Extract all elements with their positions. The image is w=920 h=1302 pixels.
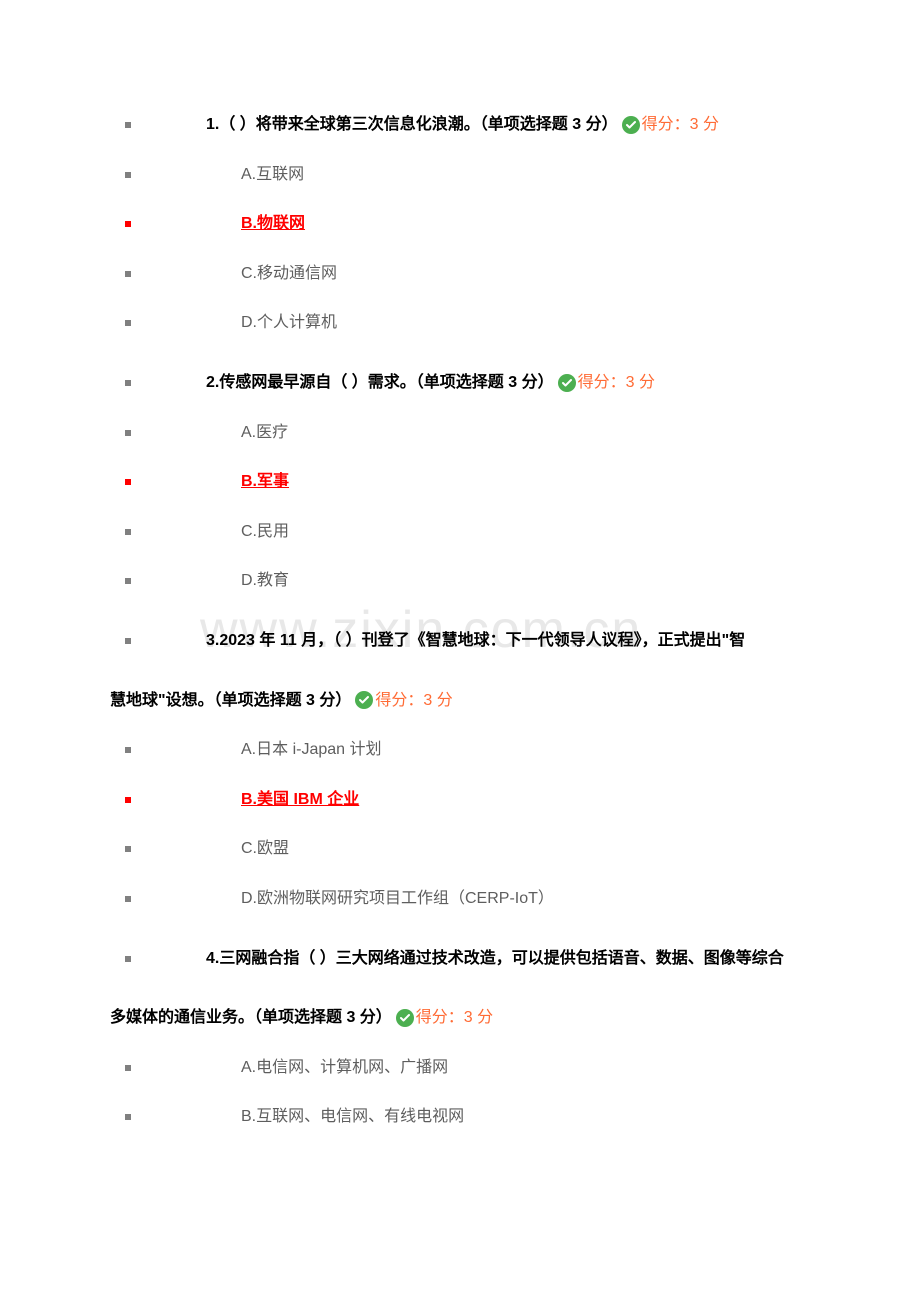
option-row: A.互联网 xyxy=(0,150,920,200)
bullet-icon xyxy=(125,430,131,436)
bullet-icon xyxy=(125,380,131,386)
option-text: D.个人计算机 xyxy=(241,310,337,336)
option-row: B.美国 IBM 企业 xyxy=(0,775,920,825)
option-text: C.欧盟 xyxy=(241,836,289,862)
option-row: C.移动通信网 xyxy=(0,249,920,299)
check-icon xyxy=(622,116,640,134)
option-row: A.电信网、计算机网、广播网 xyxy=(0,1043,920,1093)
option-row: D.欧洲物联网研究项目工作组（CERP-IoT） xyxy=(0,874,920,924)
bullet-icon xyxy=(125,578,131,584)
option-correct: B.军事 xyxy=(241,469,289,495)
option-correct: B.物联网 xyxy=(241,211,305,237)
question-block: 4.三网融合指（ ）三大网络通过技术改造，可以提供包括语音、数据、图像等综合多媒… xyxy=(0,934,920,1142)
option-text: A.电信网、计算机网、广播网 xyxy=(241,1055,448,1081)
question-block: 1.（ ）将带来全球第三次信息化浪潮。（单项选择题 3 分）得分：3 分 A.互联… xyxy=(0,100,920,348)
option-text: B.互联网、电信网、有线电视网 xyxy=(241,1104,464,1130)
option-row: B.物联网 xyxy=(0,199,920,249)
bullet-icon xyxy=(125,320,131,326)
check-icon xyxy=(558,374,576,392)
bullet-icon xyxy=(125,172,131,178)
option-text: A.日本 i-Japan 计划 xyxy=(241,737,382,763)
option-text: C.移动通信网 xyxy=(241,261,337,287)
question-number: 3. xyxy=(206,632,219,649)
bullet-icon xyxy=(125,797,131,803)
option-row: A.日本 i-Japan 计划 xyxy=(0,725,920,775)
option-row: C.民用 xyxy=(0,507,920,557)
question-text: 1.（ ）将带来全球第三次信息化浪潮。（单项选择题 3 分）得分：3 分 xyxy=(206,112,759,138)
question-text-continued: 慧地球"设想。（单项选择题 3 分）得分：3 分 xyxy=(110,666,920,726)
question-text-continued: 多媒体的通信业务。（单项选择题 3 分）得分：3 分 xyxy=(110,983,920,1043)
bullet-icon xyxy=(125,122,131,128)
question-row: 4.三网融合指（ ）三大网络通过技术改造，可以提供包括语音、数据、图像等综合 xyxy=(0,934,920,984)
bullet-icon xyxy=(125,1065,131,1071)
option-row: D.教育 xyxy=(0,556,920,606)
score-text: 得分：3 分 xyxy=(416,1009,493,1026)
option-row: D.个人计算机 xyxy=(0,298,920,348)
bullet-icon xyxy=(125,747,131,753)
bullet-icon xyxy=(125,221,131,227)
quiz-container: 1.（ ）将带来全球第三次信息化浪潮。（单项选择题 3 分）得分：3 分 A.互联… xyxy=(0,100,920,1142)
option-text: D.教育 xyxy=(241,568,289,594)
bullet-icon xyxy=(125,846,131,852)
question-text: 3.2023 年 11 月，（ ）刊登了《智慧地球：下一代领导人议程》，正式提出… xyxy=(206,628,785,654)
option-correct: B.美国 IBM 企业 xyxy=(241,787,359,813)
bullet-icon xyxy=(125,638,131,644)
question-number: 1. xyxy=(206,116,219,133)
bullet-icon xyxy=(125,1114,131,1120)
question-text: 4.三网融合指（ ）三大网络通过技术改造，可以提供包括语音、数据、图像等综合 xyxy=(206,946,824,972)
check-icon xyxy=(355,691,373,709)
option-row: B.互联网、电信网、有线电视网 xyxy=(0,1092,920,1142)
option-text: A.医疗 xyxy=(241,420,288,446)
score-text: 得分：3 分 xyxy=(578,374,655,391)
question-block: 3.2023 年 11 月，（ ）刊登了《智慧地球：下一代领导人议程》，正式提出… xyxy=(0,616,920,924)
question-number: 2. xyxy=(206,374,219,391)
bullet-icon xyxy=(125,479,131,485)
option-row: B.军事 xyxy=(0,457,920,507)
question-row: 2.传感网最早源自（ ）需求。（单项选择题 3 分）得分：3 分 xyxy=(0,358,920,408)
score-text: 得分：3 分 xyxy=(375,692,452,709)
bullet-icon xyxy=(125,529,131,535)
question-text: 2.传感网最早源自（ ）需求。（单项选择题 3 分）得分：3 分 xyxy=(206,370,695,396)
bullet-icon xyxy=(125,956,131,962)
option-text: D.欧洲物联网研究项目工作组（CERP-IoT） xyxy=(241,886,554,912)
option-text: A.互联网 xyxy=(241,162,304,188)
option-row: C.欧盟 xyxy=(0,824,920,874)
option-row: A.医疗 xyxy=(0,408,920,458)
bullet-icon xyxy=(125,271,131,277)
question-row: 1.（ ）将带来全球第三次信息化浪潮。（单项选择题 3 分）得分：3 分 xyxy=(0,100,920,150)
question-number: 4. xyxy=(206,950,219,967)
question-block: 2.传感网最早源自（ ）需求。（单项选择题 3 分）得分：3 分 A.医疗 B.军事… xyxy=(0,358,920,606)
question-row: 3.2023 年 11 月，（ ）刊登了《智慧地球：下一代领导人议程》，正式提出… xyxy=(0,616,920,666)
bullet-icon xyxy=(125,896,131,902)
check-icon xyxy=(396,1009,414,1027)
score-text: 得分：3 分 xyxy=(642,116,719,133)
option-text: C.民用 xyxy=(241,519,289,545)
